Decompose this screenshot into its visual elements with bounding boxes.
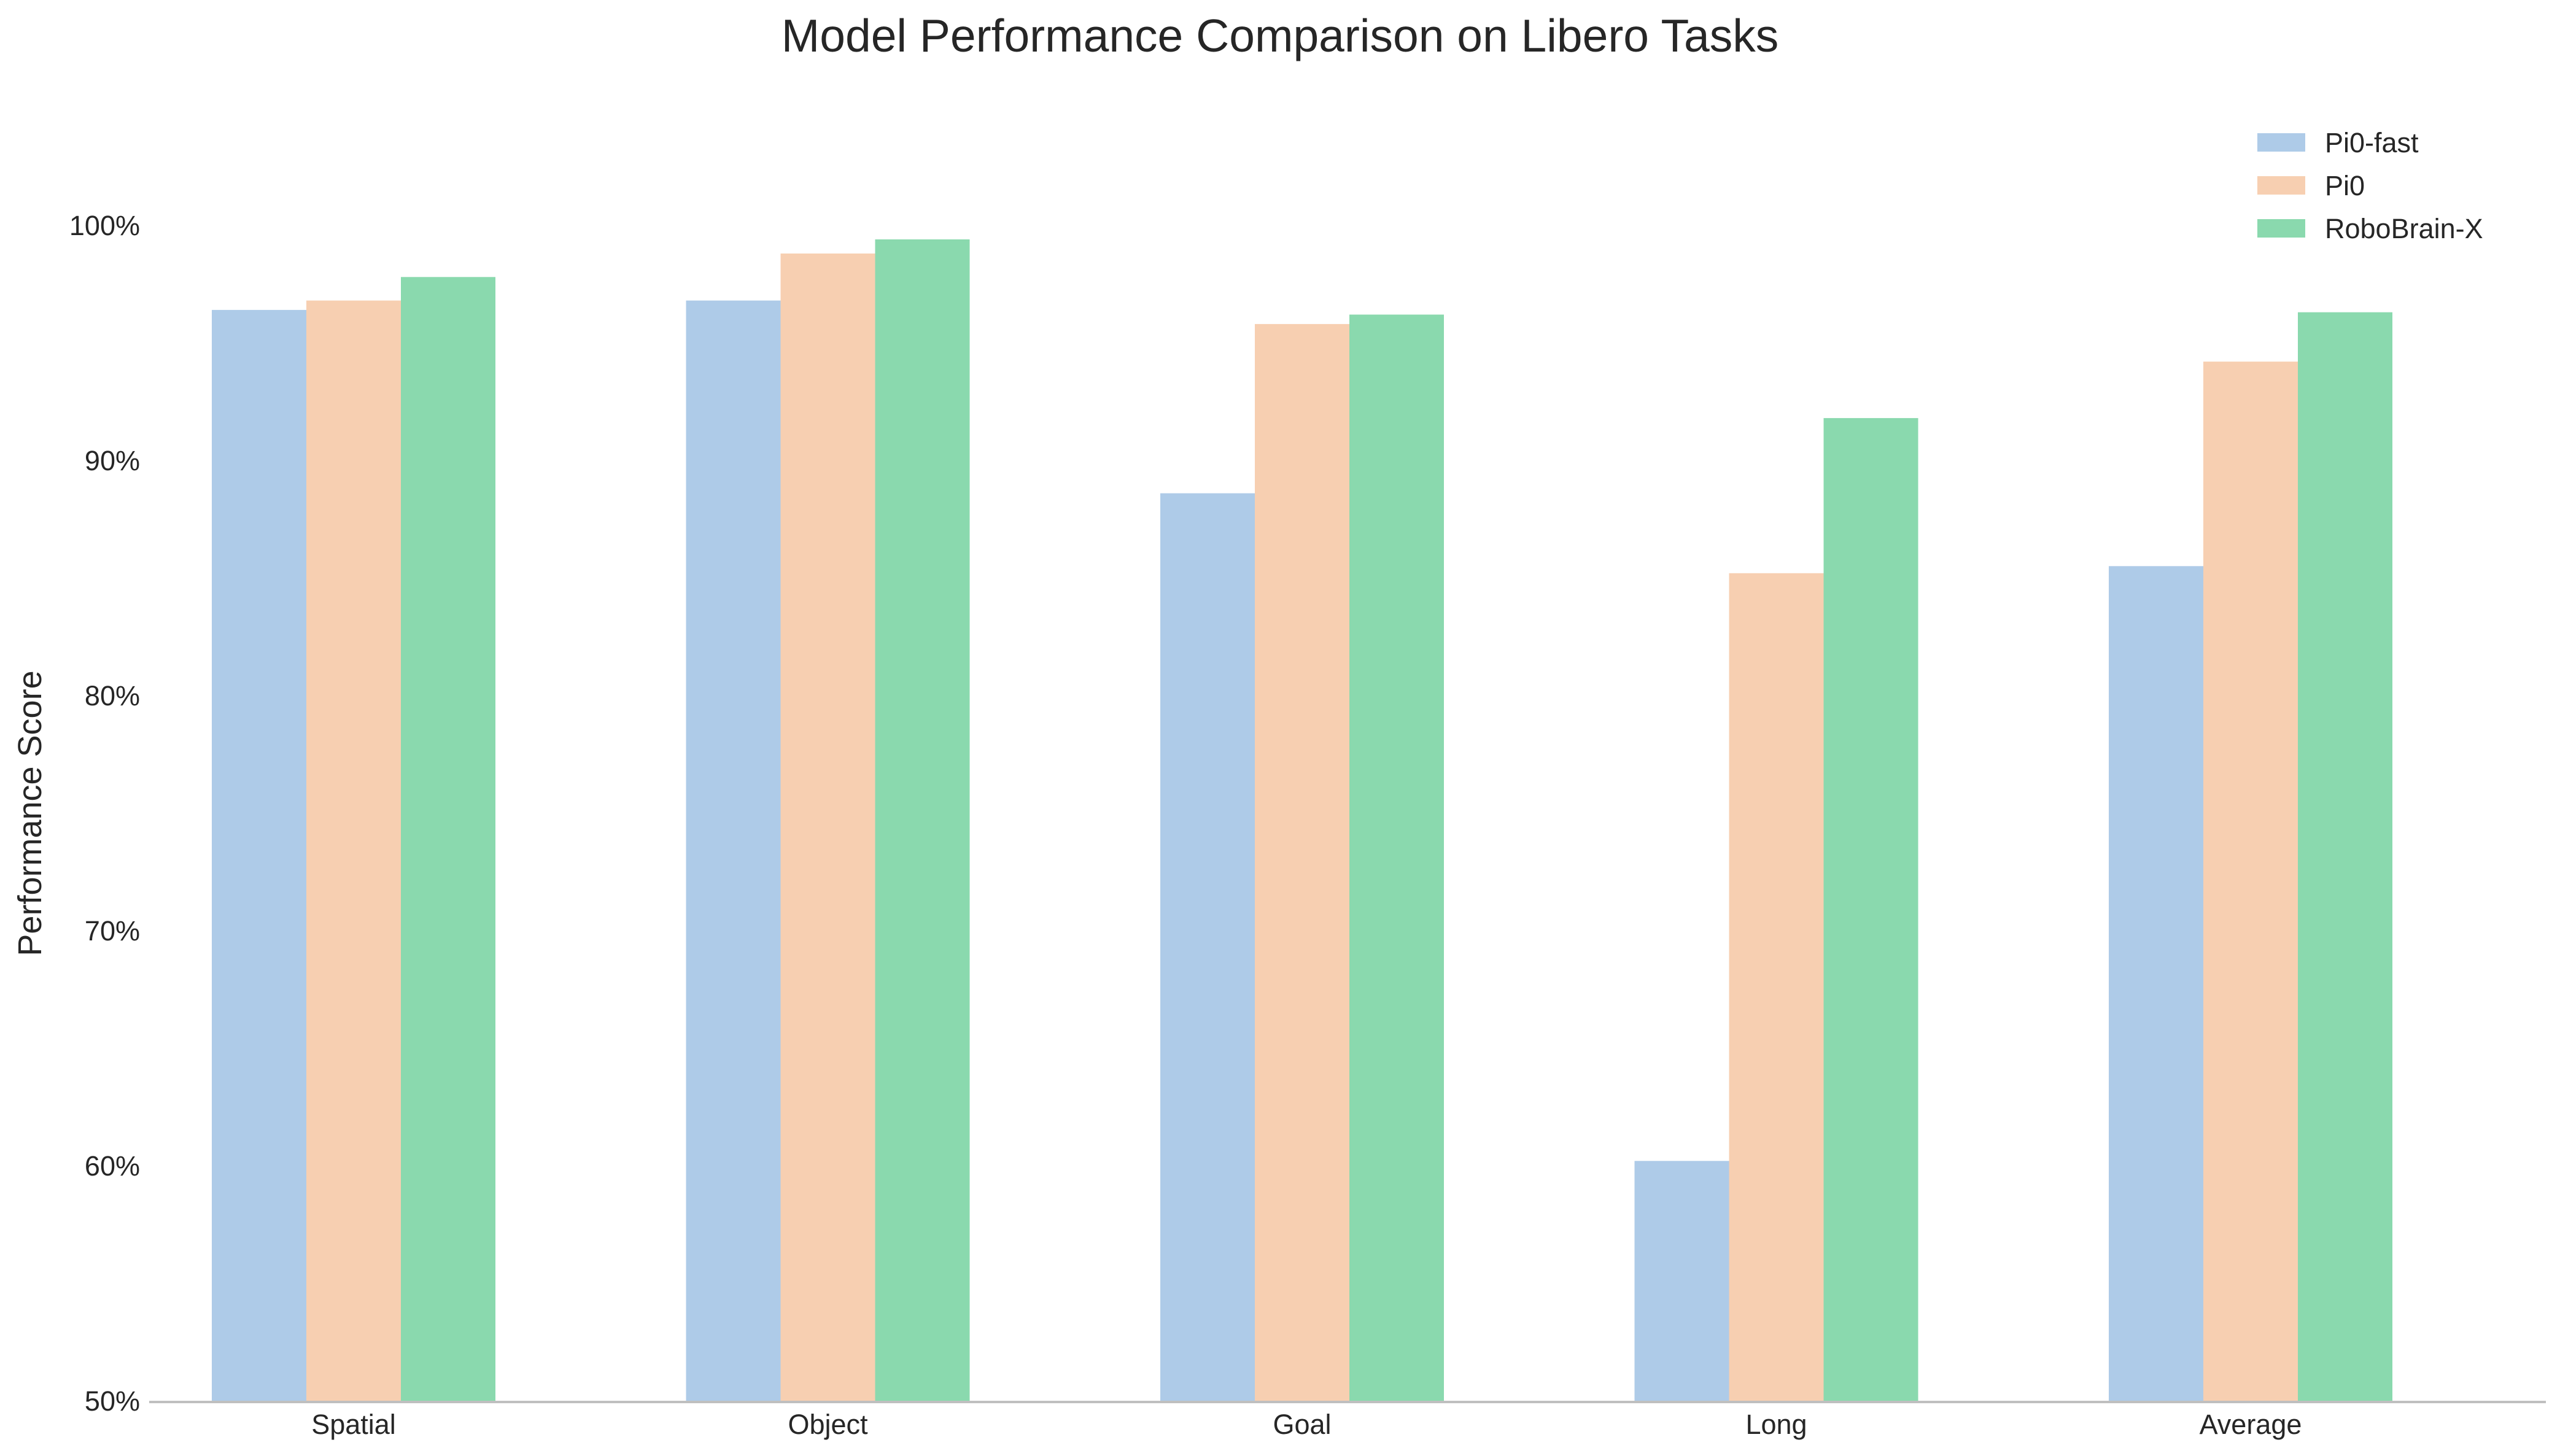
- bars-group: [212, 239, 2392, 1401]
- y-tick-label: 70%: [85, 915, 140, 947]
- bar-pi0-fast-object: [686, 300, 781, 1401]
- bar-robobrain-x-object: [875, 239, 970, 1401]
- x-tick-label: Object: [788, 1409, 868, 1440]
- legend-label: Pi0: [2325, 170, 2365, 201]
- y-tick-label: 90%: [85, 445, 140, 476]
- y-tick-label: 50%: [85, 1385, 140, 1417]
- bar-robobrain-x-average: [2298, 312, 2392, 1401]
- legend-label: RoboBrain-X: [2325, 213, 2483, 244]
- bar-pi0-spatial: [306, 300, 401, 1401]
- bar-pi0-goal: [1255, 323, 1349, 1401]
- x-ticks-group: Spatial Object Goal Long Average: [311, 1409, 2302, 1440]
- y-tick-label: 60%: [85, 1150, 140, 1182]
- legend-swatch: [2257, 133, 2305, 152]
- x-tick-label: Goal: [1273, 1409, 1331, 1440]
- bar-pi0-object: [780, 254, 875, 1401]
- y-ticks-group: 50% 60% 70% 80% 90% 100%: [69, 210, 140, 1417]
- bar-pi0-fast-goal: [1160, 493, 1255, 1401]
- x-tick-label: Spatial: [311, 1409, 396, 1440]
- bar-pi0-fast-average: [2109, 566, 2203, 1401]
- legend: Pi0-fast Pi0 RoboBrain-X: [2257, 127, 2483, 244]
- legend-label: Pi0-fast: [2325, 127, 2419, 158]
- y-axis-label: Performance Score: [12, 670, 48, 956]
- y-tick-label: 100%: [69, 210, 140, 241]
- chart-title: Model Performance Comparison on Libero T…: [782, 10, 1778, 61]
- legend-swatch: [2257, 219, 2305, 238]
- x-tick-label: Long: [1745, 1409, 1807, 1440]
- legend-swatch: [2257, 176, 2305, 195]
- bar-pi0-fast-spatial: [212, 309, 306, 1401]
- x-tick-label: Average: [2200, 1409, 2302, 1440]
- bar-pi0-long: [1729, 573, 1824, 1401]
- bar-robobrain-x-spatial: [401, 277, 495, 1401]
- bar-pi0-fast-long: [1634, 1161, 1729, 1401]
- bar-robobrain-x-long: [1823, 418, 1918, 1401]
- bar-pi0-average: [2203, 362, 2298, 1401]
- y-tick-label: 80%: [85, 680, 140, 711]
- bar-robobrain-x-goal: [1349, 314, 1444, 1401]
